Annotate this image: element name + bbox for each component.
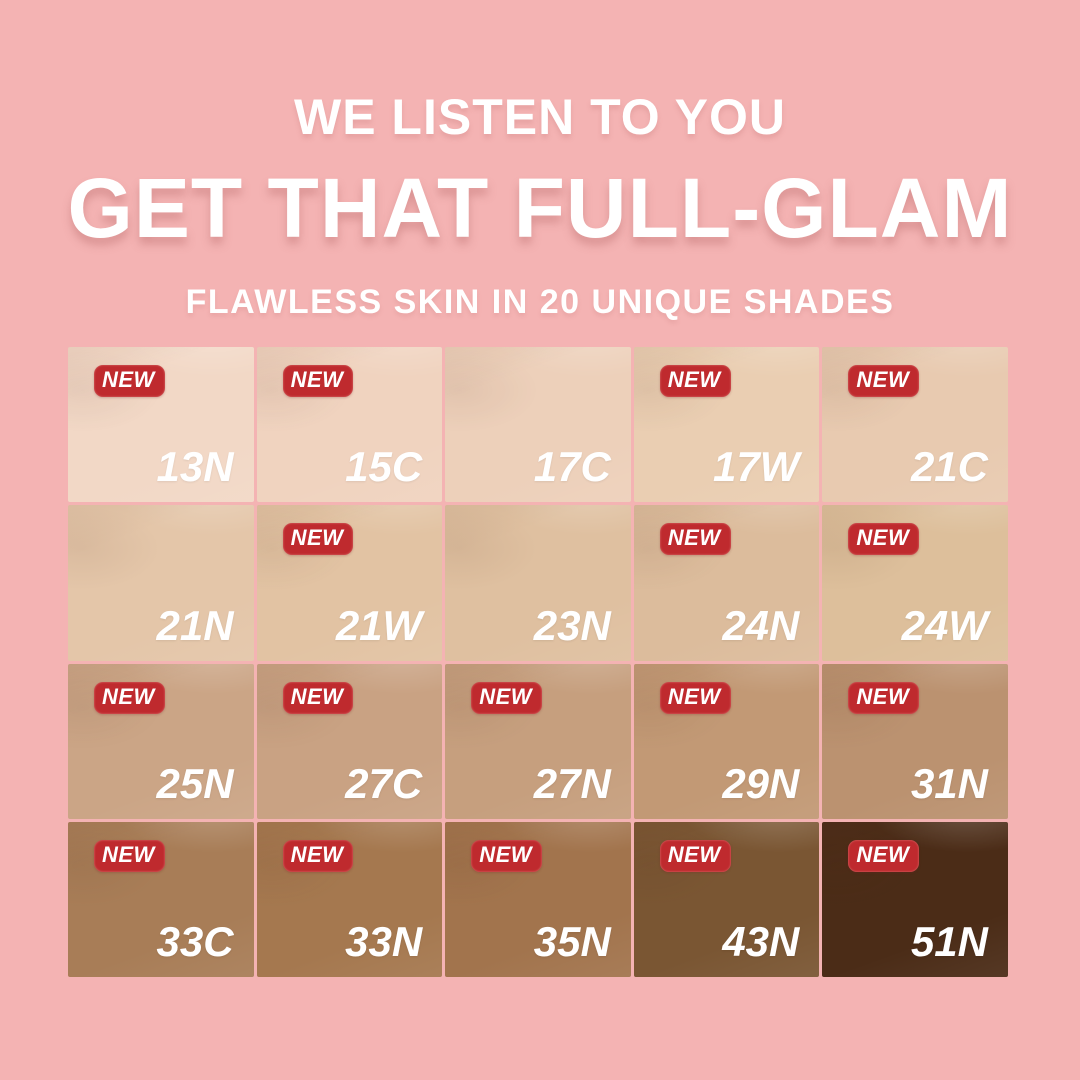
- new-badge: NEW: [282, 681, 354, 714]
- shade-label: 17W: [713, 443, 800, 491]
- shade-swatch: NEW 17W: [633, 347, 820, 503]
- shade-label: 43N: [722, 918, 800, 965]
- shade-label: 21W: [335, 601, 423, 649]
- shade-swatch: NEW 33C: [68, 821, 254, 977]
- shade-swatch: NEW 21C: [822, 347, 1008, 503]
- shade-swatch: NEW 24N: [633, 505, 820, 661]
- new-badge: NEW: [659, 365, 731, 397]
- shade-label: 33C: [156, 918, 234, 965]
- shade-swatch: NEW 23N: [445, 505, 631, 661]
- new-badge: NEW: [848, 523, 920, 556]
- shade-label: 13N: [156, 443, 234, 491]
- shade-label: 24N: [722, 601, 800, 649]
- shade-label: 17C: [533, 443, 611, 491]
- shade-swatch: NEW 29N: [633, 663, 820, 819]
- header-kicker: WE LISTEN TO YOU: [294, 89, 786, 145]
- shade-grid: NEW 13N NEW 15C NEW 17C NEW 17W NEW 21C …: [68, 347, 1008, 977]
- header: WE LISTEN TO YOU GET THAT FULL-GLAM FLAW…: [0, 0, 1080, 322]
- new-badge: NEW: [659, 839, 731, 872]
- new-badge: NEW: [659, 681, 731, 714]
- new-badge: NEW: [94, 681, 165, 714]
- shade-label: 31N: [910, 759, 988, 807]
- new-badge: NEW: [282, 365, 354, 397]
- new-badge: NEW: [848, 681, 920, 714]
- new-badge: NEW: [282, 523, 354, 556]
- shade-swatch: NEW 51N: [822, 821, 1008, 977]
- header-subtitle: FLAWLESS SKIN IN 20 UNIQUE SHADES: [185, 283, 895, 321]
- shade-label: 21C: [910, 443, 988, 491]
- shade-label: 27C: [345, 759, 423, 807]
- shade-swatch: NEW 31N: [822, 663, 1008, 819]
- shade-swatch: NEW 15C: [256, 347, 443, 503]
- shade-label: 24W: [901, 601, 988, 649]
- shade-swatch: NEW 21W: [256, 505, 443, 661]
- new-badge: NEW: [848, 365, 920, 397]
- shade-swatch: NEW 33N: [256, 821, 443, 977]
- shade-swatch: NEW 35N: [445, 821, 631, 977]
- shade-swatch: NEW 27C: [256, 663, 443, 819]
- new-badge: NEW: [848, 839, 920, 872]
- shade-swatch: NEW 21N: [68, 505, 254, 661]
- new-badge: NEW: [94, 839, 165, 872]
- new-badge: NEW: [471, 681, 543, 714]
- shade-label: 15C: [345, 443, 423, 491]
- shade-swatch: NEW 43N: [633, 821, 820, 977]
- new-badge: NEW: [94, 365, 165, 397]
- new-badge: NEW: [659, 523, 731, 556]
- shade-label: 33N: [345, 918, 423, 965]
- shade-swatch: NEW 17C: [445, 347, 631, 503]
- page-title: GET THAT FULL-GLAM: [67, 161, 1013, 255]
- shade-swatch: NEW 24W: [822, 505, 1008, 661]
- shade-label: 25N: [156, 759, 234, 807]
- shade-swatch: NEW 13N: [68, 347, 254, 503]
- shade-label: 21N: [156, 601, 234, 649]
- shade-swatch: NEW 27N: [445, 663, 631, 819]
- shade-label: 29N: [722, 759, 800, 807]
- shade-label: 35N: [533, 918, 611, 965]
- new-badge: NEW: [282, 839, 354, 872]
- shade-swatch: NEW 25N: [68, 663, 254, 819]
- shade-label: 27N: [533, 759, 611, 807]
- new-badge: NEW: [471, 839, 543, 872]
- shade-label: 23N: [533, 601, 611, 649]
- shade-label: 51N: [910, 918, 988, 965]
